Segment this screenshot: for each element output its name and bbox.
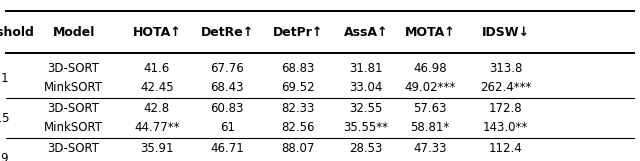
Text: 61: 61: [220, 122, 235, 134]
Text: 68.43: 68.43: [211, 81, 244, 94]
Text: 60.83: 60.83: [211, 102, 244, 115]
Text: 42.45: 42.45: [140, 81, 173, 94]
Text: 143.0**: 143.0**: [483, 122, 528, 134]
Text: 42.8: 42.8: [144, 102, 170, 115]
Text: IDSW↓: IDSW↓: [482, 26, 530, 39]
Text: 3D-SORT: 3D-SORT: [47, 62, 100, 75]
Text: 44.77**: 44.77**: [134, 122, 180, 134]
Text: 35.55**: 35.55**: [344, 122, 388, 134]
Text: 41.6: 41.6: [143, 62, 170, 75]
Text: 0.9: 0.9: [0, 152, 10, 161]
Text: 35.91: 35.91: [140, 142, 173, 155]
Text: 172.8: 172.8: [489, 102, 522, 115]
Text: 82.56: 82.56: [281, 122, 314, 134]
Text: 67.76: 67.76: [211, 62, 244, 75]
Text: 33.04: 33.04: [349, 81, 383, 94]
Text: 69.52: 69.52: [281, 81, 314, 94]
Text: 313.8: 313.8: [489, 62, 522, 75]
Text: 46.71: 46.71: [211, 142, 244, 155]
Text: 68.83: 68.83: [281, 62, 314, 75]
Text: Threshold: Threshold: [0, 26, 35, 39]
Text: 3D-SORT: 3D-SORT: [47, 142, 100, 155]
Text: 3D-SORT: 3D-SORT: [47, 102, 100, 115]
Text: DetRe↑: DetRe↑: [200, 26, 254, 39]
Text: AssA↑: AssA↑: [344, 26, 388, 39]
Text: MinkSORT: MinkSORT: [44, 122, 103, 134]
Text: 49.02***: 49.02***: [404, 81, 456, 94]
Text: 47.33: 47.33: [413, 142, 447, 155]
Text: 112.4: 112.4: [489, 142, 522, 155]
Text: 32.55: 32.55: [349, 102, 383, 115]
Text: DetPr↑: DetPr↑: [273, 26, 323, 39]
Text: 31.81: 31.81: [349, 62, 383, 75]
Text: 0.5: 0.5: [0, 112, 9, 125]
Text: 0.1: 0.1: [0, 72, 10, 85]
Text: HOTA↑: HOTA↑: [132, 26, 181, 39]
Text: MinkSORT: MinkSORT: [44, 81, 103, 94]
Text: 46.98: 46.98: [413, 62, 447, 75]
Text: 58.81*: 58.81*: [410, 122, 450, 134]
Text: 88.07: 88.07: [281, 142, 314, 155]
Text: 262.4***: 262.4***: [480, 81, 531, 94]
Text: 82.33: 82.33: [281, 102, 314, 115]
Text: Model: Model: [52, 26, 95, 39]
Text: MOTA↑: MOTA↑: [404, 26, 456, 39]
Text: 57.63: 57.63: [413, 102, 447, 115]
Text: 28.53: 28.53: [349, 142, 383, 155]
